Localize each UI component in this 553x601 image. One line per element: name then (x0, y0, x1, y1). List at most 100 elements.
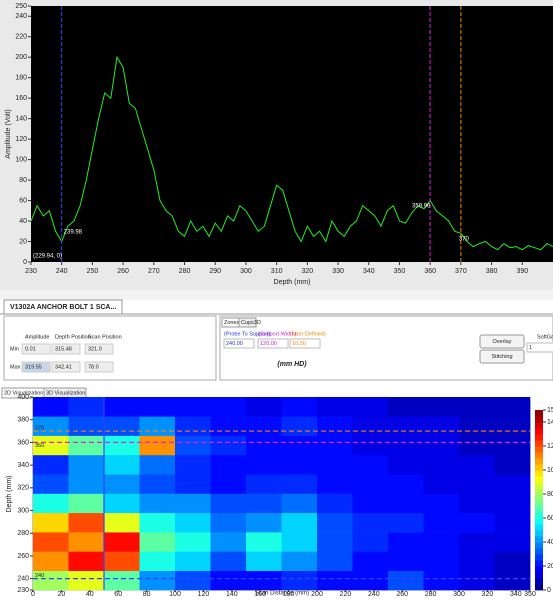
heat-cell (352, 570, 389, 591)
marker-label: 359.96 (412, 204, 431, 210)
colorbar-step (535, 452, 543, 459)
x-tick-label: 160 (254, 591, 266, 596)
x-tick-label: 0 (31, 591, 35, 596)
heat-cell (494, 493, 531, 514)
heat-cell (246, 474, 282, 494)
x-tick-label: 270 (148, 268, 160, 275)
heat-cell (494, 474, 531, 494)
x-tick-label: 390 (516, 268, 528, 275)
heat-cell (139, 416, 176, 436)
x-tick-label: 300 (240, 268, 252, 275)
heat-cell (139, 570, 176, 591)
heat-cell (317, 570, 353, 591)
heat-cell (388, 454, 424, 475)
stats-value: 321.0 (88, 346, 102, 352)
field-input[interactable] (289, 338, 321, 349)
colorbar-step (535, 464, 543, 471)
heat-cell (104, 474, 140, 494)
heat-cell (494, 416, 531, 436)
stats-cell (84, 361, 114, 373)
depth-line-label: 360 (35, 443, 44, 449)
heat-cell (388, 512, 424, 533)
unit-label: (mm HD) (277, 361, 307, 368)
heat-cell (459, 512, 495, 533)
heat-cell (317, 532, 353, 552)
x-tick-label: 240 (56, 268, 68, 275)
colorbar-step (535, 536, 543, 543)
x-tick-label: 260 (396, 591, 408, 596)
heat-cell (139, 435, 176, 456)
colorbar-step (535, 518, 543, 525)
colorbar-step (535, 416, 543, 423)
heat-cell (246, 532, 282, 552)
heat-cell (210, 454, 247, 475)
heat-cell (423, 454, 460, 475)
heat-cell (68, 454, 105, 475)
stats-cell (21, 343, 51, 355)
colorbar-step (535, 488, 543, 495)
y-axis-title: Amplitude (Volt) (5, 109, 12, 158)
x-tick-label: 380 (486, 268, 498, 275)
heat-cell (175, 532, 211, 552)
y-tick-label: 240 (15, 13, 27, 20)
y-tick-label: 230 (17, 587, 29, 594)
field-input[interactable] (223, 338, 255, 349)
heat-cell (388, 435, 424, 456)
heat-cell (33, 493, 69, 514)
x-tick-label: 220 (340, 591, 352, 596)
heat-cell (104, 493, 140, 514)
zones-tab-label: Zones (224, 320, 240, 326)
heat-cell (352, 551, 389, 571)
y-tick-label: 100 (15, 156, 27, 163)
field-input[interactable] (257, 338, 289, 349)
colorbar-step (535, 446, 543, 453)
colorbar-label: 120 (547, 443, 553, 450)
x-tick-label: 100 (169, 591, 181, 596)
heat-cell (210, 551, 247, 571)
y-axis-title: Depth (mm) (6, 476, 13, 513)
heat-cell (423, 416, 460, 436)
stats-value: 78.0 (88, 364, 99, 370)
heat-cell (281, 435, 318, 456)
colorbar-step (535, 548, 543, 555)
heat-cell (104, 551, 140, 571)
heat-cell (317, 493, 353, 514)
heat-cell (246, 454, 282, 475)
heat-cell (494, 512, 531, 533)
y-tick-label: 220 (15, 34, 27, 41)
x-tick-label: 260 (117, 268, 129, 275)
heat-cell (281, 397, 318, 417)
heat-cell (317, 435, 353, 456)
colorbar-label: 80 (547, 491, 553, 498)
heat-cell (139, 397, 176, 417)
view-tab-label: 3D Visualization (46, 390, 85, 396)
softgain-input[interactable] (526, 342, 553, 353)
stats-value: 315.48 (55, 346, 72, 352)
heat-cell (33, 435, 69, 456)
button[interactable] (479, 334, 525, 349)
heat-cell (352, 416, 389, 436)
heat-cell (317, 416, 353, 436)
zones-tab[interactable] (238, 317, 257, 328)
x-tick-label: 250 (87, 268, 99, 275)
x-tick-label: 180 (283, 591, 295, 596)
waveform (30, 55, 553, 251)
heat-cell (68, 551, 105, 571)
y-tick-label: 40 (19, 218, 27, 225)
colorbar-step (535, 530, 543, 537)
heat-cell (139, 493, 176, 514)
heat-cell (388, 532, 424, 552)
heat-cell (175, 551, 211, 571)
stats-header: Scan Position (88, 334, 122, 340)
button[interactable] (479, 349, 525, 364)
heat-cell (317, 551, 353, 571)
colorbar-step (535, 524, 543, 531)
colorbar-step (535, 434, 543, 441)
heat-cell (317, 454, 353, 475)
heat-cell (33, 454, 69, 475)
x-tick-label: 340 (363, 268, 375, 275)
x-axis-title: Depth (mm) (274, 279, 311, 286)
x-axis-title: Scan Distance (mm) (255, 591, 309, 596)
heat-cell (104, 397, 140, 417)
heat-cell (210, 532, 247, 552)
